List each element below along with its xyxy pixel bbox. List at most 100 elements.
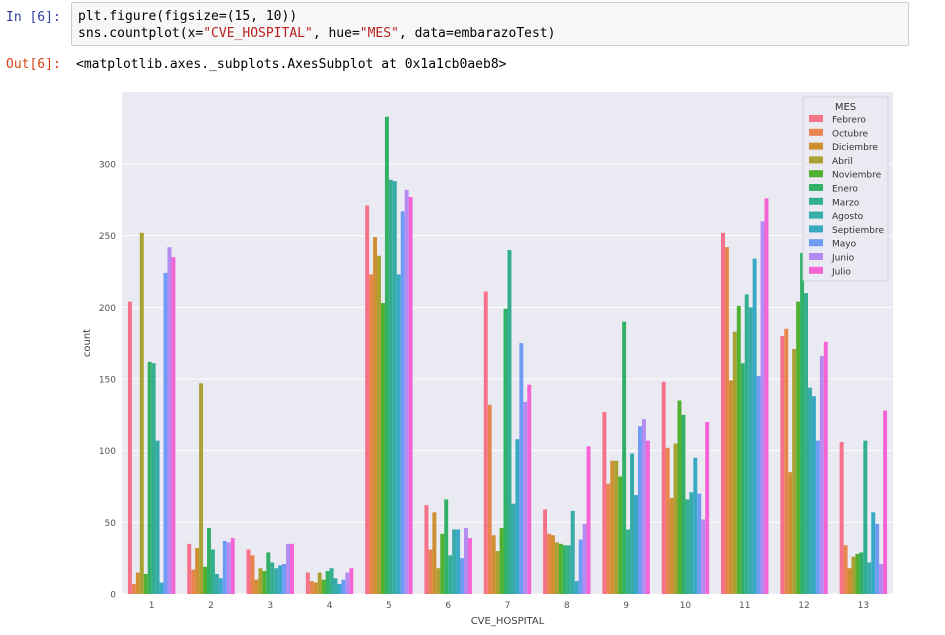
bar (760, 221, 765, 595)
bar (151, 363, 156, 594)
bar (748, 307, 753, 594)
legend-swatch (809, 239, 823, 247)
bar (630, 453, 635, 594)
bar (566, 545, 571, 594)
bar (254, 579, 259, 594)
bar (511, 503, 516, 594)
bar (855, 553, 860, 594)
bar (491, 535, 496, 594)
bar (519, 343, 524, 594)
bar (570, 510, 575, 594)
bar (258, 568, 263, 594)
output-text: <matplotlib.axes._subplots.AxesSubplot a… (76, 57, 507, 72)
bar (460, 558, 465, 594)
bar (823, 341, 828, 594)
bar (230, 538, 235, 594)
bar (677, 400, 682, 594)
bar (218, 578, 223, 594)
x-tick-label: 10 (680, 601, 692, 611)
bar (851, 556, 856, 594)
x-tick-label: 5 (386, 601, 392, 611)
bar (701, 519, 706, 594)
bar (250, 555, 255, 594)
bar (262, 571, 267, 594)
bar (740, 363, 745, 594)
bar (602, 411, 607, 594)
x-tick-label: 2 (208, 601, 214, 611)
bar (448, 555, 453, 594)
y-axis-label: count (82, 329, 93, 357)
legend-box (802, 96, 889, 282)
x-tick-label: 1 (149, 601, 155, 611)
code-text: , hue= (312, 26, 360, 41)
bar (661, 381, 666, 594)
x-axis-label: CVE_HOSPITAL (471, 616, 545, 627)
y-tick-label: 100 (99, 447, 116, 457)
bar (811, 396, 816, 594)
legend-label: Enero (832, 185, 858, 195)
bar (732, 331, 737, 594)
bar (586, 446, 591, 594)
code-line-2: sns.countplot(x="CVE_HOSPITAL", hue="MES… (78, 25, 902, 42)
y-tick-label: 50 (105, 519, 117, 529)
bar (147, 361, 152, 594)
bar (203, 566, 208, 594)
bar (274, 568, 279, 594)
bar (452, 529, 457, 594)
bar (329, 568, 334, 594)
bar (392, 181, 397, 594)
bar (681, 414, 686, 594)
bar (440, 533, 445, 594)
x-tick-label: 6 (445, 601, 451, 611)
bar (562, 545, 567, 594)
bar (396, 274, 401, 594)
bar (135, 572, 140, 594)
legend-swatch (809, 197, 823, 205)
x-tick-label: 12 (798, 601, 809, 611)
bar (863, 440, 868, 594)
bar (456, 529, 461, 594)
bar (495, 551, 500, 594)
bar (380, 303, 385, 594)
legend-label: Febrero (832, 116, 866, 126)
legend-swatch (809, 184, 823, 191)
bar (191, 569, 196, 594)
bar (784, 328, 789, 594)
y-tick-label: 300 (99, 161, 116, 171)
bar (400, 211, 405, 595)
bar (867, 562, 872, 594)
bar (436, 568, 441, 594)
bar (333, 578, 338, 594)
x-tick-label: 7 (505, 601, 511, 611)
bar (796, 301, 801, 594)
bar (614, 460, 619, 594)
bar (543, 509, 548, 594)
legend-swatch (809, 225, 823, 233)
bar (195, 548, 200, 594)
bar (815, 440, 820, 594)
bar (384, 116, 389, 594)
bar (550, 535, 555, 594)
bar (843, 545, 848, 594)
bar (744, 294, 749, 594)
bar (499, 528, 504, 594)
code-string: "CVE_HOSPITAL" (203, 26, 313, 41)
bar (804, 293, 808, 594)
bar (693, 457, 698, 594)
legend-swatch (809, 115, 823, 122)
bar (626, 529, 631, 594)
x-tick-label: 8 (564, 601, 570, 611)
bar (697, 493, 702, 594)
bar (127, 301, 132, 594)
bar (819, 356, 824, 594)
bar (574, 581, 579, 594)
x-tick-label: 3 (267, 601, 273, 611)
bar (349, 568, 354, 594)
bar (728, 380, 733, 594)
bar (483, 291, 488, 594)
legend-label: Abril (832, 157, 853, 167)
code-cell[interactable]: plt.figure(figsize=(15, 10)) sns.countplo… (71, 2, 909, 46)
bar (705, 422, 710, 594)
legend-label: Julio (831, 267, 851, 277)
